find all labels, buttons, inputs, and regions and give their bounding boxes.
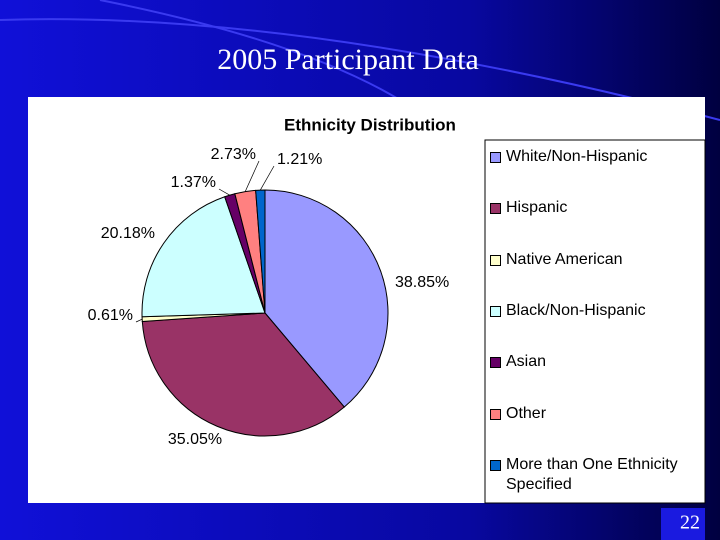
data-label: 1.21%: [277, 151, 322, 168]
legend-box: [484, 139, 706, 504]
pie-slice: [141, 312, 345, 437]
decor-curve: [0, 18, 720, 121]
legend-swatch: [490, 152, 501, 163]
legend-label: Asian: [506, 353, 547, 371]
chart-title: Ethnicity Distribution: [284, 115, 456, 134]
legend-swatch: [490, 357, 501, 369]
leader-line: [244, 160, 260, 192]
data-label: 38.85%: [395, 274, 449, 291]
pie-slice: [141, 196, 266, 318]
legend-label: More than One Ethnicity Specified: [506, 455, 678, 493]
leader-line: [218, 188, 230, 196]
page-number-box: [661, 508, 705, 540]
legend-label: Other: [506, 404, 547, 422]
leader-line: [135, 318, 143, 323]
data-label: 1.37%: [171, 174, 216, 191]
page-number: 22: [680, 512, 700, 534]
legend-swatch: [490, 408, 501, 420]
legend-label: Black/Non-Hispanic: [506, 301, 646, 319]
legend-swatch: [490, 459, 501, 471]
legend-label: Hispanic: [506, 199, 568, 217]
pie-slice: [264, 189, 389, 408]
legend-swatch: [490, 254, 501, 266]
data-label: 0.61%: [88, 307, 133, 324]
legend-swatch: [490, 203, 501, 215]
legend-label: White/Non-Hispanic: [506, 148, 648, 165]
decor-curve: [99, 0, 401, 101]
data-label: 20.18%: [101, 225, 155, 242]
slide-title: 2005 Participant Data: [217, 43, 479, 76]
data-label: 35.05%: [168, 431, 222, 448]
data-label: 2.73%: [211, 146, 256, 163]
leader-line: [260, 165, 275, 191]
legend-swatch: [490, 305, 501, 317]
legend-label: Native American: [506, 250, 623, 268]
